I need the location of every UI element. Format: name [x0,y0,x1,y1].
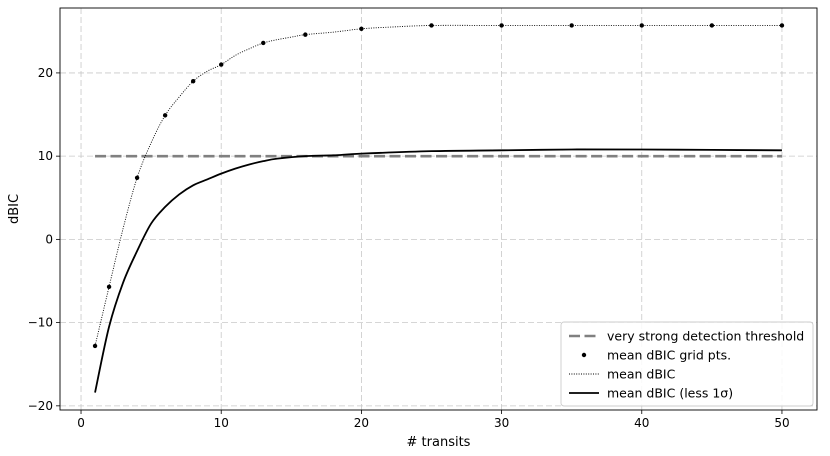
y-tick-label: 20 [38,66,53,80]
data-point [569,23,574,28]
series-line-3 [94,148,782,393]
x-tick-label: 40 [634,416,649,430]
legend-entry: mean dBIC [607,367,676,382]
x-tick-label: 50 [774,416,789,430]
data-point [779,23,785,28]
y-tick-label: 0 [45,232,53,246]
x-tick-label: 0 [77,416,85,430]
legend-entry: very strong detection threshold [607,329,804,344]
legend: very strong detection threshold mean dBIC… [560,321,814,407]
legend-entry: mean dBIC (less 1σ) [607,386,733,401]
plot-frame [59,7,818,411]
y-tick-label: 10 [38,149,53,163]
data-point [219,62,224,67]
x-axis-label: # transits [407,435,471,450]
x-tick-label: 20 [354,416,369,430]
legend-box [560,321,814,407]
ticks: 0 10 20 30 40 50 −20 −10 0 10 20 [28,66,790,430]
data-point [639,23,644,28]
x-tick-label: 10 [214,416,229,430]
legend-entry: mean dBIC grid pts. [607,348,731,363]
y-tick-label: −20 [28,399,53,413]
data-point [261,40,266,46]
data-point [92,343,98,349]
data-point [303,32,308,37]
data-point [359,26,364,32]
data-point [162,113,168,118]
data-point [499,23,504,28]
y-tick-label: −10 [28,316,53,330]
plot-series [92,23,785,393]
legend-marker [581,352,587,358]
y-axis-label: dBIC [7,194,22,224]
x-tick-label: 30 [494,416,509,430]
